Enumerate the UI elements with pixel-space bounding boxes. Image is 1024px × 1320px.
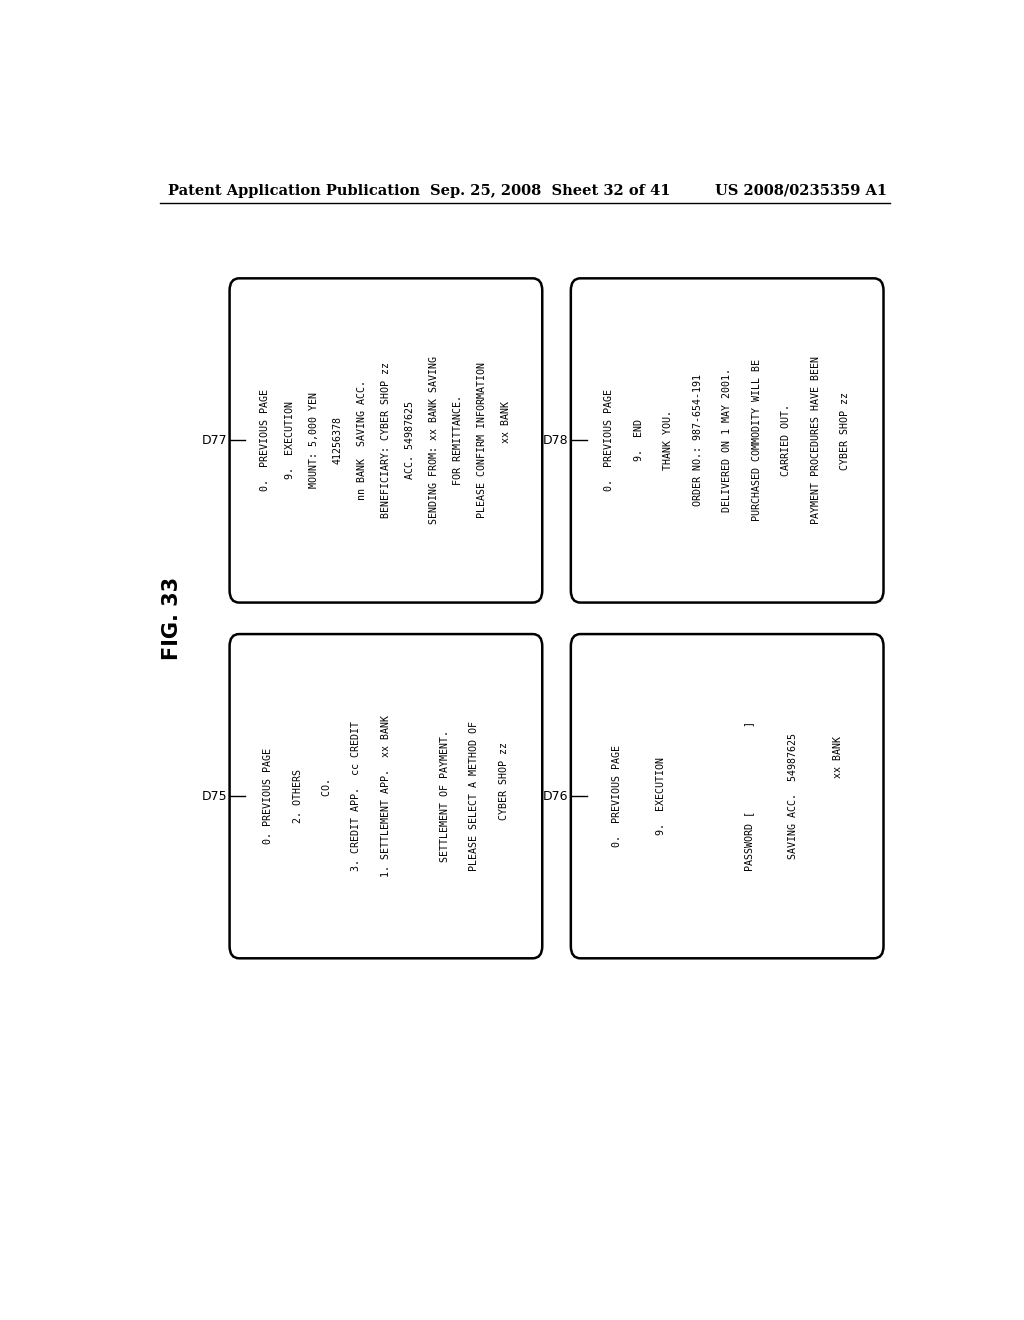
- Text: SENDING FROM: xx BANK SAVING: SENDING FROM: xx BANK SAVING: [429, 356, 439, 524]
- Text: 0.  PREVIOUS PAGE: 0. PREVIOUS PAGE: [260, 389, 270, 491]
- Text: 9.  END: 9. END: [634, 420, 644, 462]
- Text: D75: D75: [202, 789, 227, 803]
- Text: CYBER SHOP zz: CYBER SHOP zz: [499, 742, 509, 850]
- Text: CARRIED OUT.: CARRIED OUT.: [781, 404, 792, 477]
- Text: PLEASE SELECT A METHOD OF: PLEASE SELECT A METHOD OF: [469, 721, 479, 871]
- Text: FIG. 33: FIG. 33: [162, 577, 181, 660]
- Text: Patent Application Publication: Patent Application Publication: [168, 183, 420, 198]
- Text: nn BANK  SAVING ACC.: nn BANK SAVING ACC.: [356, 380, 367, 500]
- Text: PASSWORD [              ]: PASSWORD [ ]: [744, 721, 755, 871]
- Text: 1. SETTLEMENT APP.  xx BANK: 1. SETTLEMENT APP. xx BANK: [381, 715, 391, 878]
- Text: MOUNT: 5,000 YEN: MOUNT: 5,000 YEN: [308, 392, 318, 488]
- Text: SETTLEMENT OF PAYMENT.: SETTLEMENT OF PAYMENT.: [440, 730, 450, 862]
- FancyBboxPatch shape: [570, 634, 884, 958]
- FancyBboxPatch shape: [229, 279, 543, 602]
- Text: xx BANK: xx BANK: [502, 401, 511, 479]
- Text: DELIVERED ON 1 MAY 2001.: DELIVERED ON 1 MAY 2001.: [722, 368, 732, 512]
- Text: xx BANK: xx BANK: [833, 737, 843, 857]
- Text: ORDER NO.: 987-654-191: ORDER NO.: 987-654-191: [692, 375, 702, 507]
- Text: CO.: CO.: [322, 779, 332, 814]
- FancyBboxPatch shape: [229, 634, 543, 958]
- Text: 0. PREVIOUS PAGE: 0. PREVIOUS PAGE: [263, 748, 273, 845]
- Text: D77: D77: [202, 434, 227, 447]
- Text: PURCHASED COMMODITY WILL BE: PURCHASED COMMODITY WILL BE: [752, 359, 762, 521]
- Text: 3. CREDIT APP.  cc CREDIT: 3. CREDIT APP. cc CREDIT: [351, 721, 361, 871]
- Text: CYBER SHOP zz: CYBER SHOP zz: [840, 392, 850, 488]
- Text: 41256378: 41256378: [333, 416, 343, 465]
- Text: Sep. 25, 2008  Sheet 32 of 41: Sep. 25, 2008 Sheet 32 of 41: [430, 183, 670, 198]
- Text: ACC. 54987625: ACC. 54987625: [406, 401, 415, 479]
- Text: PAYMENT PROCEDURES HAVE BEEN: PAYMENT PROCEDURES HAVE BEEN: [811, 356, 820, 524]
- FancyBboxPatch shape: [570, 279, 884, 602]
- Text: BENEFICIARY: CYBER SHOP zz: BENEFICIARY: CYBER SHOP zz: [381, 363, 391, 519]
- Text: US 2008/0235359 A1: US 2008/0235359 A1: [715, 183, 888, 198]
- Text: FOR REMITTANCE.: FOR REMITTANCE.: [454, 396, 463, 486]
- Text: 2. OTHERS: 2. OTHERS: [293, 770, 302, 824]
- Text: 0.  PREVIOUS PAGE: 0. PREVIOUS PAGE: [604, 389, 614, 491]
- Text: D76: D76: [543, 789, 568, 803]
- Text: 9.  EXECUTION: 9. EXECUTION: [656, 758, 666, 836]
- Text: 9.  EXECUTION: 9. EXECUTION: [285, 401, 295, 479]
- Text: D78: D78: [543, 434, 568, 447]
- Text: THANK YOU.: THANK YOU.: [664, 411, 673, 470]
- Text: PLEASE CONFIRM INFORMATION: PLEASE CONFIRM INFORMATION: [477, 363, 487, 519]
- Text: SAVING ACC.  54987625: SAVING ACC. 54987625: [788, 733, 799, 859]
- Text: 0.  PREVIOUS PAGE: 0. PREVIOUS PAGE: [611, 746, 622, 847]
